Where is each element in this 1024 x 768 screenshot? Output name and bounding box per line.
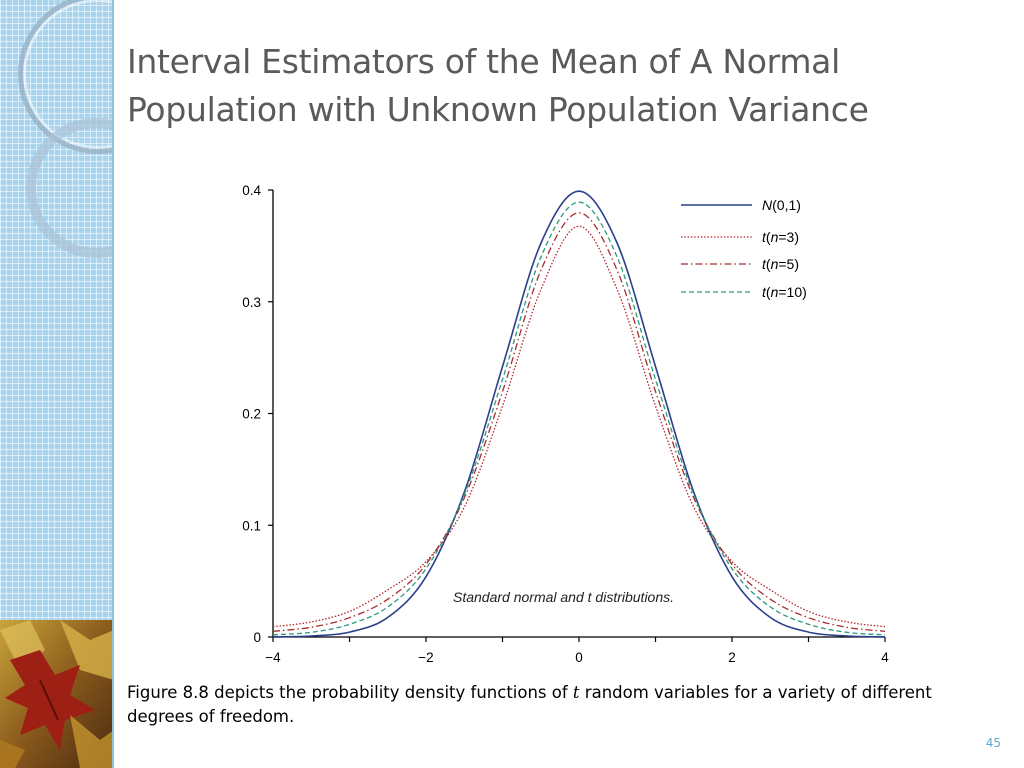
x-tick-label: −4 [265,650,281,665]
series-line-t3 [272,225,886,628]
y-tick-label: 0.1 [242,518,261,533]
sidebar-divider [112,0,114,768]
chart-legend: N(0,1) t(n=3) t(n=5) t(n=10) [681,197,807,300]
x-tick-label: 2 [728,650,736,665]
decorative-sidebar [0,0,114,768]
x-tick-label: −2 [418,650,433,665]
page-number: 45 [985,736,1001,750]
title-line-1: Interval Estimators of the Mean of A Nor… [127,42,840,81]
caption-text-after: random variables for a variety of differ… [127,683,932,726]
series-line-normal [272,190,886,638]
chart-annotation: Standard normal and t distributions. [453,589,674,605]
y-tick-label: 0.4 [242,183,261,198]
title-line-2: Population with Unknown Population Varia… [127,90,869,129]
chart-curves [272,190,886,638]
figure-caption: Figure 8.8 depicts the probability densi… [127,681,957,729]
legend-label-t5: t(n=5) [762,256,799,272]
y-tick-label: 0.3 [242,295,261,310]
legend-label-normal: N(0,1) [762,197,801,213]
x-tick-label: 0 [575,650,583,665]
autumn-leaves-image [0,620,114,768]
caption-text-before: Figure 8.8 depicts the probability densi… [127,683,573,702]
series-line-t10 [272,201,886,636]
caption-italic-t: t [572,683,580,702]
chart-axes: 0 0.1 0.2 0.3 0.4 −4 −2 0 2 4 [242,183,889,665]
legend-label-t3: t(n=3) [762,229,799,245]
x-tick-label: 4 [881,650,889,665]
slide-title: Interval Estimators of the Mean of A Nor… [127,38,997,134]
y-tick-label: 0 [253,630,261,645]
legend-label-t10: t(n=10) [762,284,807,300]
y-tick-label: 0.2 [242,407,261,422]
series-line-t5 [272,212,886,632]
decorative-ring [26,118,114,258]
